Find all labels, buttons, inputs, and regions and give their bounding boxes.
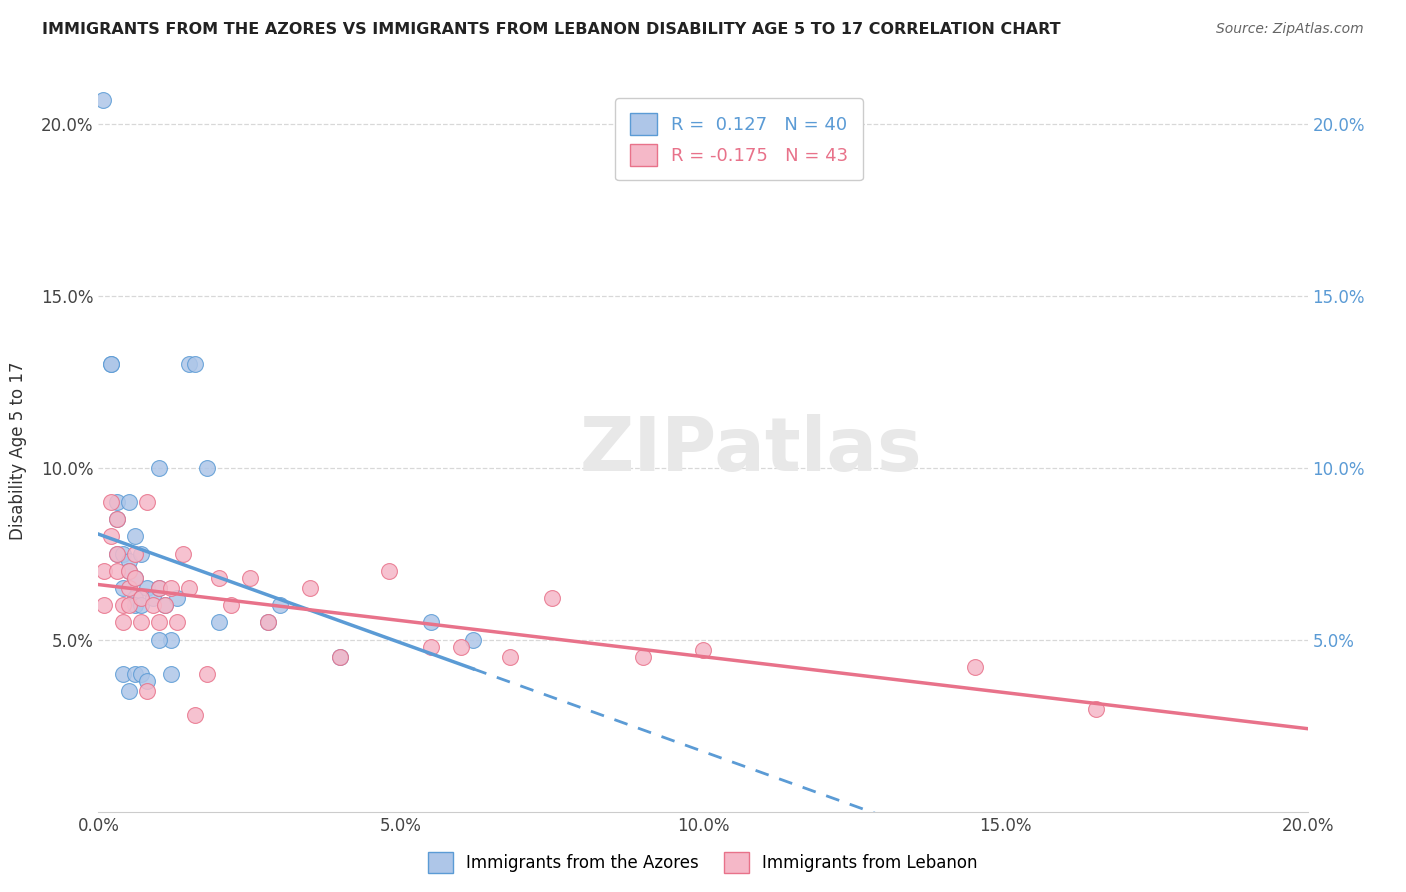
Point <box>179 358 201 372</box>
Point <box>105 512 128 526</box>
Point <box>118 581 141 595</box>
Point <box>692 643 714 657</box>
Point <box>135 581 157 595</box>
Point <box>91 93 114 107</box>
Point <box>631 649 654 664</box>
Point <box>100 358 122 372</box>
Point <box>184 358 207 372</box>
Point <box>118 564 141 578</box>
Point <box>105 564 128 578</box>
Point <box>153 599 176 613</box>
Point <box>135 684 157 698</box>
Point <box>93 564 115 578</box>
Point <box>105 495 128 509</box>
Point <box>256 615 278 630</box>
Legend: R =  0.127   N = 40, R = -0.175   N = 43: R = 0.127 N = 40, R = -0.175 N = 43 <box>616 98 863 180</box>
Point <box>256 615 278 630</box>
Text: IMMIGRANTS FROM THE AZORES VS IMMIGRANTS FROM LEBANON DISABILITY AGE 5 TO 17 COR: IMMIGRANTS FROM THE AZORES VS IMMIGRANTS… <box>42 22 1060 37</box>
Point <box>160 632 183 647</box>
Point <box>160 667 183 681</box>
Point <box>179 581 201 595</box>
Point <box>124 599 146 613</box>
Point <box>105 547 128 561</box>
Point <box>166 615 188 630</box>
Point <box>124 667 146 681</box>
Point <box>124 529 146 543</box>
Point <box>142 591 165 606</box>
Point <box>148 581 170 595</box>
Point <box>208 615 231 630</box>
Point <box>142 599 165 613</box>
Point <box>129 591 152 606</box>
Point <box>239 571 262 585</box>
Point <box>118 553 141 567</box>
Point <box>160 581 183 595</box>
Point <box>221 599 243 613</box>
Point <box>498 649 520 664</box>
Point <box>184 708 207 723</box>
Point <box>111 581 134 595</box>
Point <box>420 615 443 630</box>
Point <box>135 673 157 688</box>
Point <box>100 358 122 372</box>
Point <box>105 547 128 561</box>
Point <box>118 684 141 698</box>
Point <box>129 599 152 613</box>
Point <box>105 512 128 526</box>
Point <box>118 599 141 613</box>
Point <box>100 529 122 543</box>
Point <box>148 581 170 595</box>
Point <box>129 615 152 630</box>
Point <box>135 495 157 509</box>
Point <box>329 649 352 664</box>
Y-axis label: Disability Age 5 to 17: Disability Age 5 to 17 <box>10 361 27 540</box>
Point <box>166 591 188 606</box>
Point <box>111 615 134 630</box>
Text: Source: ZipAtlas.com: Source: ZipAtlas.com <box>1216 22 1364 37</box>
Point <box>172 547 194 561</box>
Point <box>148 632 170 647</box>
Point <box>195 667 218 681</box>
Point <box>208 571 231 585</box>
Point <box>93 599 115 613</box>
Point <box>153 599 176 613</box>
Point <box>329 649 352 664</box>
Point <box>124 571 146 585</box>
Point <box>463 632 485 647</box>
Point <box>148 460 170 475</box>
Point <box>124 571 146 585</box>
Point <box>124 547 146 561</box>
Point <box>111 667 134 681</box>
Point <box>450 640 472 654</box>
Point <box>540 591 562 606</box>
Point <box>148 615 170 630</box>
Point <box>1085 701 1108 715</box>
Point <box>118 564 141 578</box>
Legend: Immigrants from the Azores, Immigrants from Lebanon: Immigrants from the Azores, Immigrants f… <box>422 846 984 880</box>
Point <box>269 599 291 613</box>
Point <box>124 591 146 606</box>
Point <box>111 599 134 613</box>
Point <box>299 581 322 595</box>
Point <box>129 547 152 561</box>
Point <box>129 667 152 681</box>
Point <box>195 460 218 475</box>
Point <box>377 564 399 578</box>
Point <box>118 495 141 509</box>
Point <box>965 660 987 674</box>
Text: ZIPatlas: ZIPatlas <box>581 414 922 487</box>
Point <box>420 640 443 654</box>
Point <box>111 547 134 561</box>
Point <box>100 495 122 509</box>
